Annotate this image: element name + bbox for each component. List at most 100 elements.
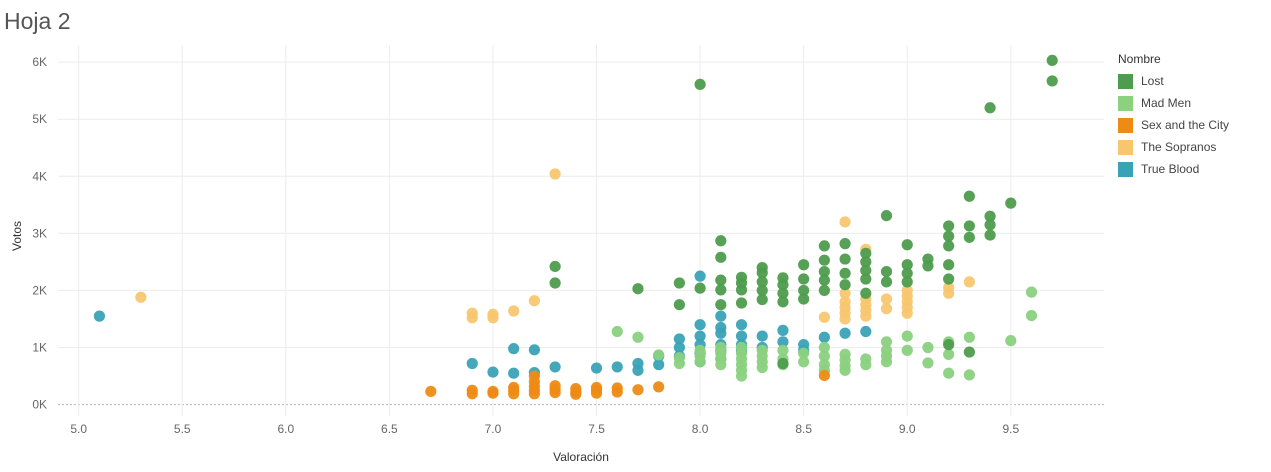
legend-item[interactable]: Mad Men [1118, 92, 1229, 114]
data-point[interactable] [860, 273, 872, 285]
data-point[interactable] [818, 254, 830, 266]
data-point[interactable] [549, 277, 561, 289]
data-point[interactable] [818, 274, 830, 286]
data-point[interactable] [508, 343, 520, 355]
data-point[interactable] [963, 220, 975, 232]
data-point[interactable] [673, 341, 685, 354]
data-point[interactable] [880, 336, 893, 348]
data-point[interactable] [466, 312, 478, 324]
data-point[interactable] [611, 386, 623, 398]
data-point[interactable] [694, 282, 706, 294]
data-point[interactable] [735, 330, 748, 342]
data-point[interactable] [549, 168, 561, 180]
data-point[interactable] [694, 78, 706, 90]
data-point[interactable] [632, 384, 644, 396]
data-point[interactable] [590, 387, 603, 399]
data-point[interactable] [860, 247, 872, 259]
data-point[interactable] [943, 230, 955, 242]
data-point[interactable] [653, 381, 665, 393]
data-point[interactable] [715, 274, 727, 286]
data-point[interactable] [860, 287, 872, 299]
data-point[interactable] [487, 366, 499, 378]
data-point[interactable] [425, 385, 437, 398]
data-point[interactable] [694, 356, 706, 368]
data-point[interactable] [818, 265, 830, 278]
data-point[interactable] [508, 367, 520, 379]
data-point[interactable] [860, 310, 872, 322]
data-point[interactable] [777, 324, 789, 336]
data-point[interactable] [528, 344, 540, 356]
data-point[interactable] [735, 319, 748, 331]
data-point[interactable] [880, 356, 893, 368]
data-point[interactable] [756, 276, 768, 288]
data-point[interactable] [735, 370, 748, 382]
data-point[interactable] [1046, 54, 1058, 67]
data-point[interactable] [839, 313, 851, 325]
data-point[interactable] [632, 364, 644, 376]
data-point[interactable] [901, 259, 913, 271]
data-point[interactable] [756, 330, 768, 342]
data-point[interactable] [673, 299, 685, 311]
legend-item[interactable]: Sex and the City [1118, 114, 1229, 136]
data-point[interactable] [1005, 197, 1017, 209]
data-point[interactable] [943, 287, 955, 299]
data-point[interactable] [818, 341, 830, 354]
data-point[interactable] [549, 260, 561, 273]
data-point[interactable] [611, 325, 623, 338]
data-point[interactable] [860, 359, 872, 371]
data-point[interactable] [818, 240, 830, 252]
data-point[interactable] [922, 357, 934, 369]
data-point[interactable] [963, 190, 975, 202]
data-point[interactable] [984, 219, 996, 231]
data-point[interactable] [715, 299, 727, 311]
data-point[interactable] [798, 347, 810, 359]
data-point[interactable] [963, 231, 975, 243]
data-point[interactable] [715, 284, 727, 296]
data-point[interactable] [860, 325, 872, 338]
legend-item[interactable]: The Sopranos [1118, 136, 1229, 158]
data-point[interactable] [632, 283, 644, 295]
data-point[interactable] [715, 235, 727, 247]
data-point[interactable] [590, 362, 603, 374]
data-point[interactable] [901, 267, 913, 279]
data-point[interactable] [466, 357, 478, 370]
data-point[interactable] [673, 333, 685, 345]
data-point[interactable] [839, 267, 851, 279]
data-point[interactable] [901, 344, 913, 356]
data-point[interactable] [528, 388, 540, 400]
data-point[interactable] [818, 369, 830, 382]
data-point[interactable] [673, 357, 685, 370]
data-point[interactable] [922, 260, 934, 272]
data-point[interactable] [963, 331, 975, 343]
data-point[interactable] [756, 293, 768, 306]
data-point[interactable] [943, 348, 955, 360]
data-point[interactable] [984, 210, 996, 222]
data-point[interactable] [818, 311, 830, 323]
data-point[interactable] [839, 238, 851, 250]
data-point[interactable] [984, 102, 996, 114]
data-point[interactable] [694, 330, 706, 342]
data-point[interactable] [549, 386, 561, 399]
data-point[interactable] [528, 295, 540, 307]
data-point[interactable] [632, 331, 644, 343]
data-point[interactable] [653, 349, 665, 361]
data-point[interactable] [777, 336, 789, 348]
data-point[interactable] [839, 216, 851, 228]
data-point[interactable] [735, 284, 748, 296]
data-point[interactable] [756, 284, 768, 297]
data-point[interactable] [839, 327, 851, 339]
data-point[interactable] [901, 239, 913, 251]
data-point[interactable] [839, 279, 851, 291]
data-point[interactable] [756, 267, 768, 279]
data-point[interactable] [943, 240, 955, 252]
data-point[interactable] [135, 291, 147, 303]
data-point[interactable] [798, 259, 810, 271]
data-point[interactable] [880, 303, 893, 315]
data-point[interactable] [943, 259, 955, 271]
data-point[interactable] [777, 344, 789, 356]
data-point[interactable] [777, 357, 789, 370]
data-point[interactable] [798, 273, 810, 285]
data-point[interactable] [839, 253, 851, 265]
data-point[interactable] [694, 270, 706, 282]
data-point[interactable] [963, 369, 975, 381]
